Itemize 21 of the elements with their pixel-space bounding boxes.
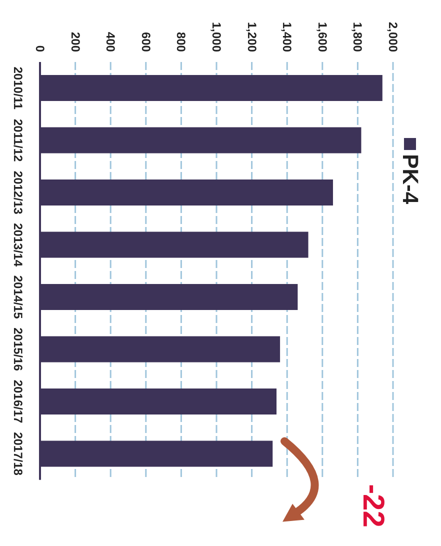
x-tick-label: 1,800 xyxy=(350,22,365,52)
x-tick-label: 1,600 xyxy=(315,22,330,52)
x-tick-label: 2,000 xyxy=(386,22,400,52)
legend-label: PK-4 xyxy=(397,154,423,204)
y-tick-label: 2011/12 xyxy=(11,118,25,162)
x-tick-label: 1,200 xyxy=(244,22,259,52)
y-tick-label: 2015/16 xyxy=(11,328,25,372)
y-tick-label: 2013/14 xyxy=(11,223,25,267)
x-tick-label: 600 xyxy=(138,32,153,52)
y-tick-label: 2012/13 xyxy=(11,170,25,215)
x-tick-label: 0 xyxy=(33,45,47,52)
x-tick-label: 200 xyxy=(68,32,82,52)
y-tick-label: 2017/18 xyxy=(11,432,25,476)
x-tick-label: 800 xyxy=(174,32,188,52)
y-tick-label: 2014/15 xyxy=(11,275,25,320)
x-tick-label: 1,000 xyxy=(210,22,224,52)
y-tick-label: 2016/17 xyxy=(11,380,25,424)
x-tick-label: 1,400 xyxy=(280,22,294,52)
x-tick-label: 400 xyxy=(104,32,118,52)
text: -22 xyxy=(356,484,390,528)
y-tick-label: 2010/11 xyxy=(11,66,25,110)
